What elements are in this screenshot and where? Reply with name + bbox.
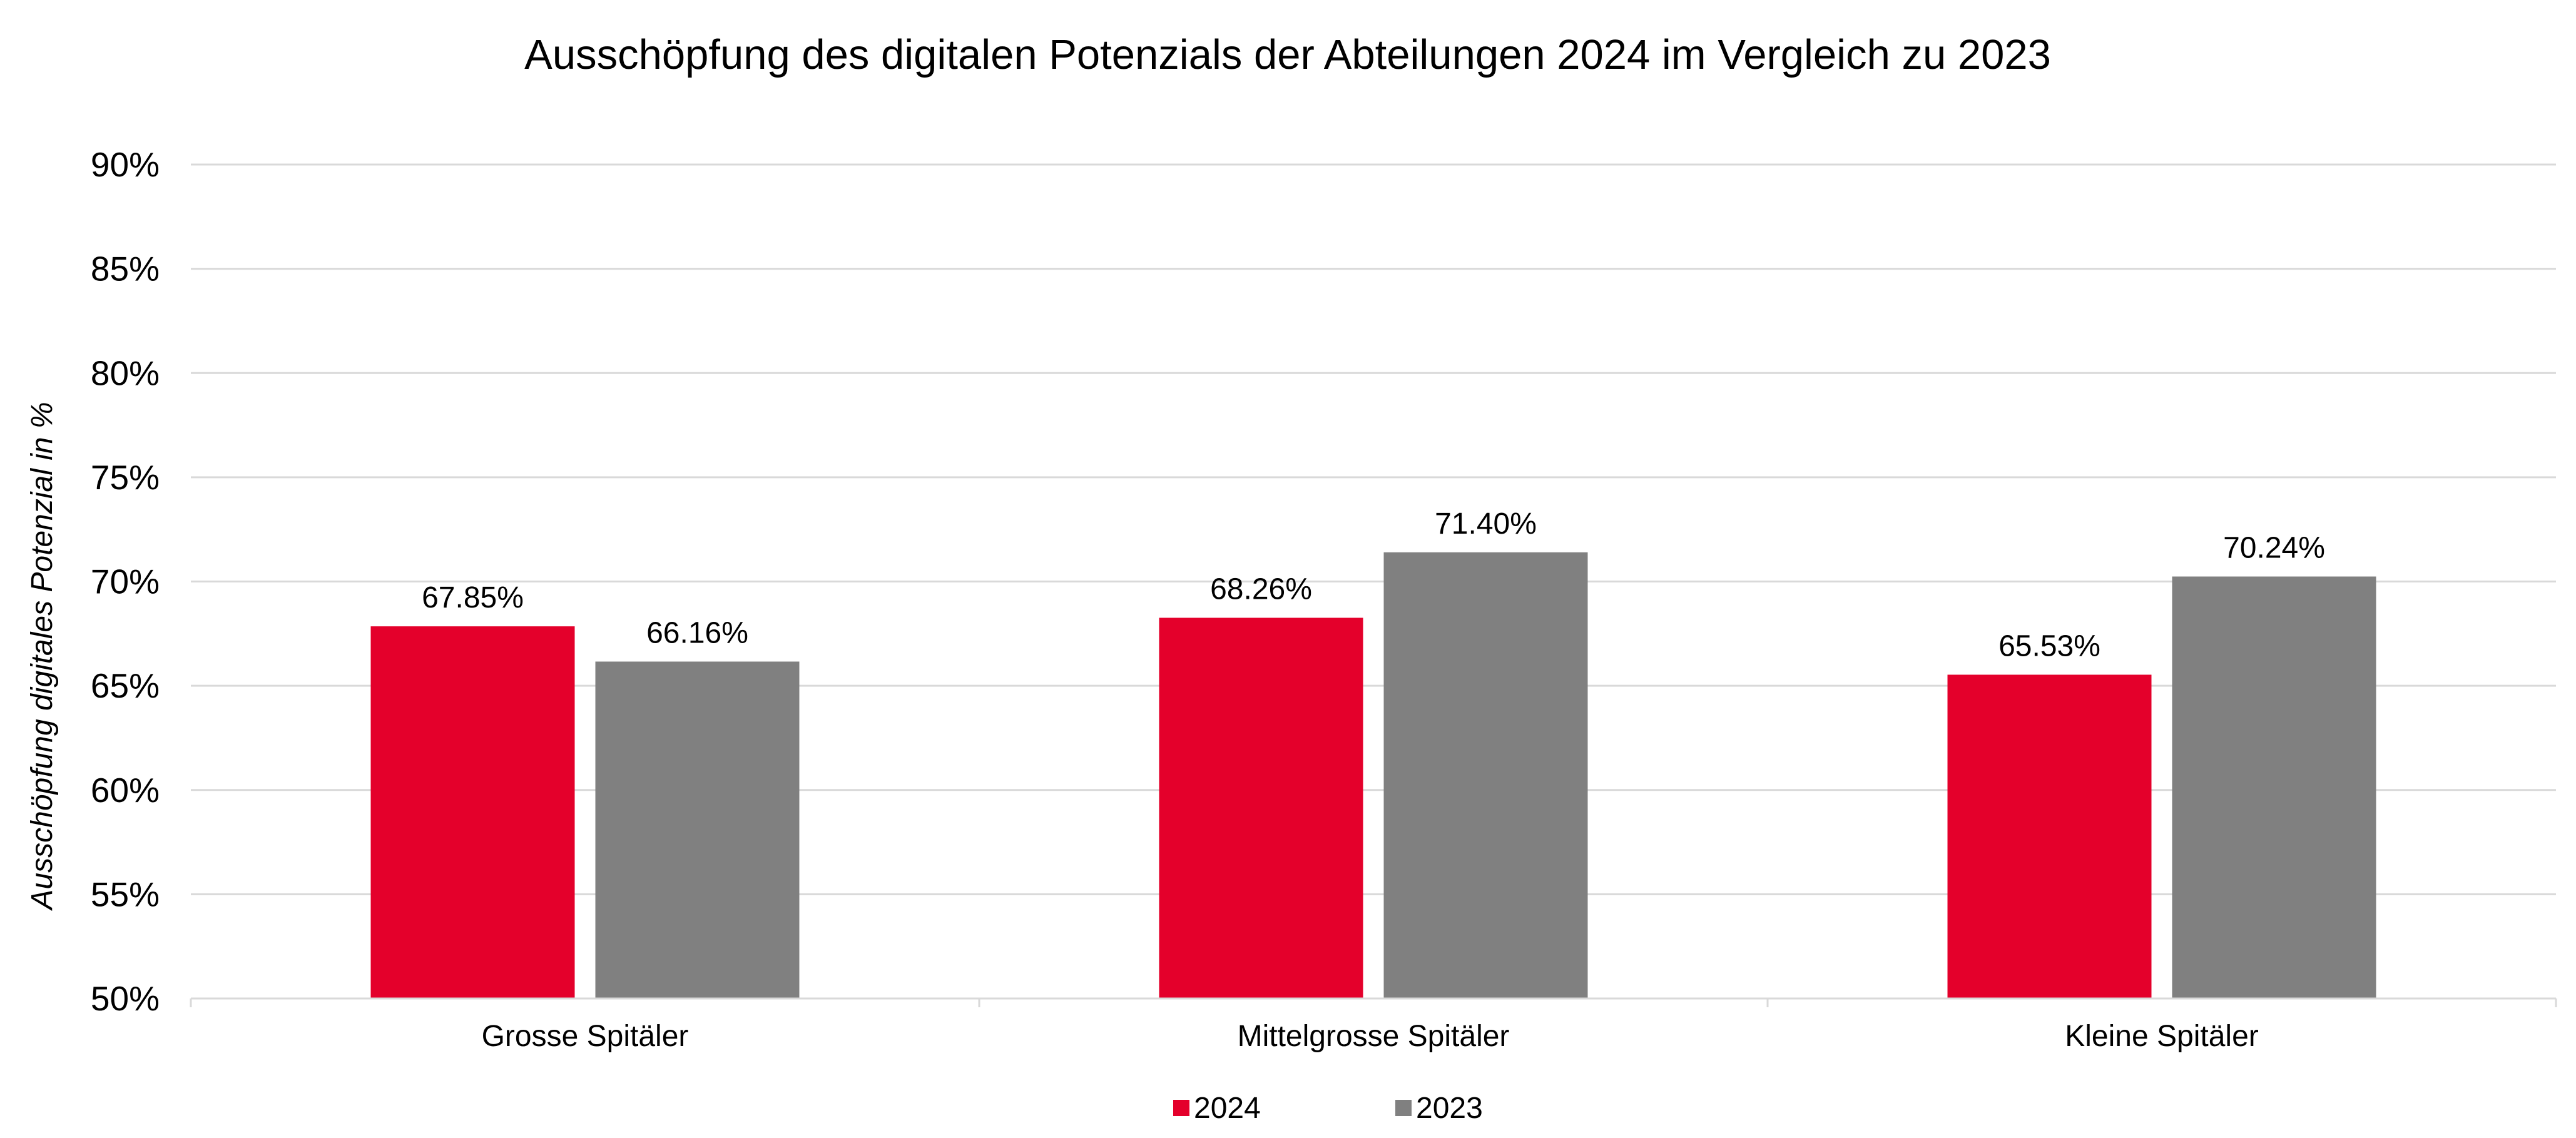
bar bbox=[1383, 552, 1588, 998]
y-tick-label: 60% bbox=[91, 771, 160, 810]
data-label: 67.85% bbox=[422, 581, 524, 614]
data-label: 70.24% bbox=[2223, 532, 2325, 565]
legend: 2024 2023 bbox=[1173, 1092, 1483, 1125]
y-tick-label: 50% bbox=[91, 979, 160, 1018]
y-tick-label: 55% bbox=[91, 875, 160, 913]
y-tick-label: 70% bbox=[91, 562, 160, 601]
legend-label: 2023 bbox=[1416, 1092, 1483, 1125]
y-tick-label: 80% bbox=[91, 353, 160, 392]
data-label: 66.16% bbox=[646, 616, 748, 649]
legend-swatch bbox=[1173, 1100, 1189, 1116]
x-tick-label: Kleine Spitäler bbox=[2065, 1020, 2259, 1053]
data-label: 68.26% bbox=[1210, 572, 1312, 606]
y-axis-ticks: 50% 55% 60% 65% 70% 75% 80% 85% 90% bbox=[91, 145, 160, 1018]
bar bbox=[595, 661, 800, 998]
bar bbox=[2172, 576, 2376, 998]
bar bbox=[370, 626, 575, 998]
bar bbox=[1947, 674, 2152, 998]
y-tick-label: 90% bbox=[91, 145, 160, 184]
bar bbox=[1159, 617, 1363, 998]
data-label: 71.40% bbox=[1435, 507, 1537, 541]
y-tick-label: 65% bbox=[91, 666, 160, 705]
y-axis-title: Ausschöpfung digitales Potenzial in % bbox=[26, 402, 59, 911]
legend-label: 2024 bbox=[1194, 1092, 1261, 1125]
x-tick-label: Mittelgrosse Spitäler bbox=[1238, 1020, 1510, 1053]
data-label: 65.53% bbox=[1998, 629, 2100, 663]
bars bbox=[370, 552, 2376, 998]
y-tick-label: 75% bbox=[91, 458, 160, 497]
gridlines bbox=[191, 163, 2556, 895]
y-tick-label: 85% bbox=[91, 250, 160, 288]
x-axis: Grosse Spitäler Mittelgrosse Spitäler Klei… bbox=[190, 997, 2557, 1053]
x-tick-label: Grosse Spitäler bbox=[482, 1020, 689, 1053]
legend-swatch bbox=[1395, 1100, 1412, 1116]
data-labels: 67.85% 66.16% 68.26% 71.40% 65.53% 70.24% bbox=[422, 507, 2325, 663]
chart-title: Ausschöpfung des digitalen Potenzials de… bbox=[524, 31, 2051, 78]
